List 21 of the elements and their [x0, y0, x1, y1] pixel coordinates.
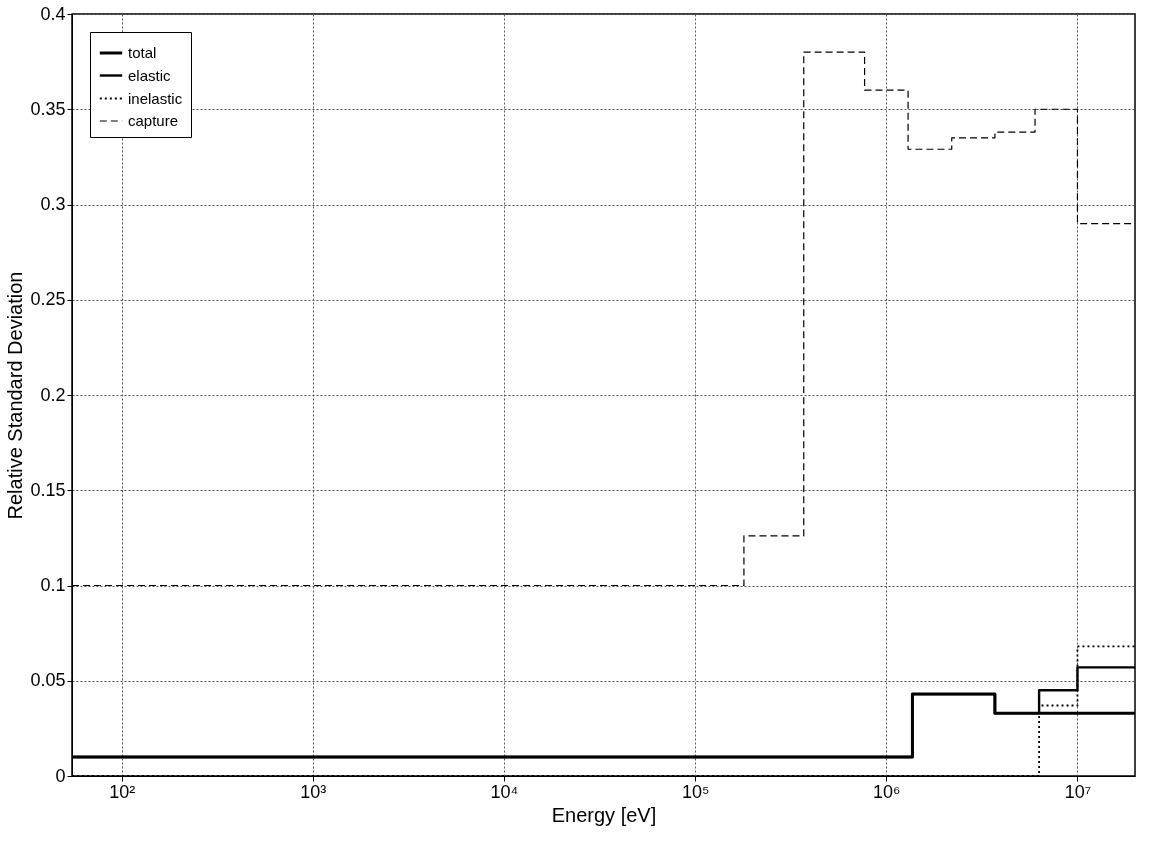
x-tick-label: 10⁷: [1064, 781, 1092, 802]
x-axis-title: Energy [eV]: [551, 803, 657, 826]
legend-label: elastic: [128, 66, 172, 84]
legend-label: total: [128, 44, 157, 61]
y-tick-label: 0.3: [40, 194, 66, 214]
x-tick-label: 10⁵: [681, 781, 710, 802]
y-axis-title: Relative Standard Deviation: [4, 271, 27, 520]
legend-label: capture: [128, 112, 179, 129]
y-tick-label: 0.2: [40, 384, 66, 405]
x-tick-label: 10²: [109, 781, 136, 802]
x-tick-label: 10³: [300, 781, 327, 802]
y-tick-label: 0.1: [40, 575, 66, 595]
legend-label: inelastic: [128, 89, 183, 107]
x-tick-label: 10⁴: [490, 781, 519, 802]
y-tick-label: 0.25: [30, 289, 66, 310]
y-tick-label: 0: [55, 765, 66, 786]
y-tick-label: 0.4: [40, 3, 66, 24]
y-tick-label: 0.15: [30, 479, 66, 500]
y-tick-label: 0.05: [30, 670, 66, 691]
x-tick-label: 10⁶: [873, 781, 901, 802]
y-tick-label: 0.35: [30, 98, 66, 119]
